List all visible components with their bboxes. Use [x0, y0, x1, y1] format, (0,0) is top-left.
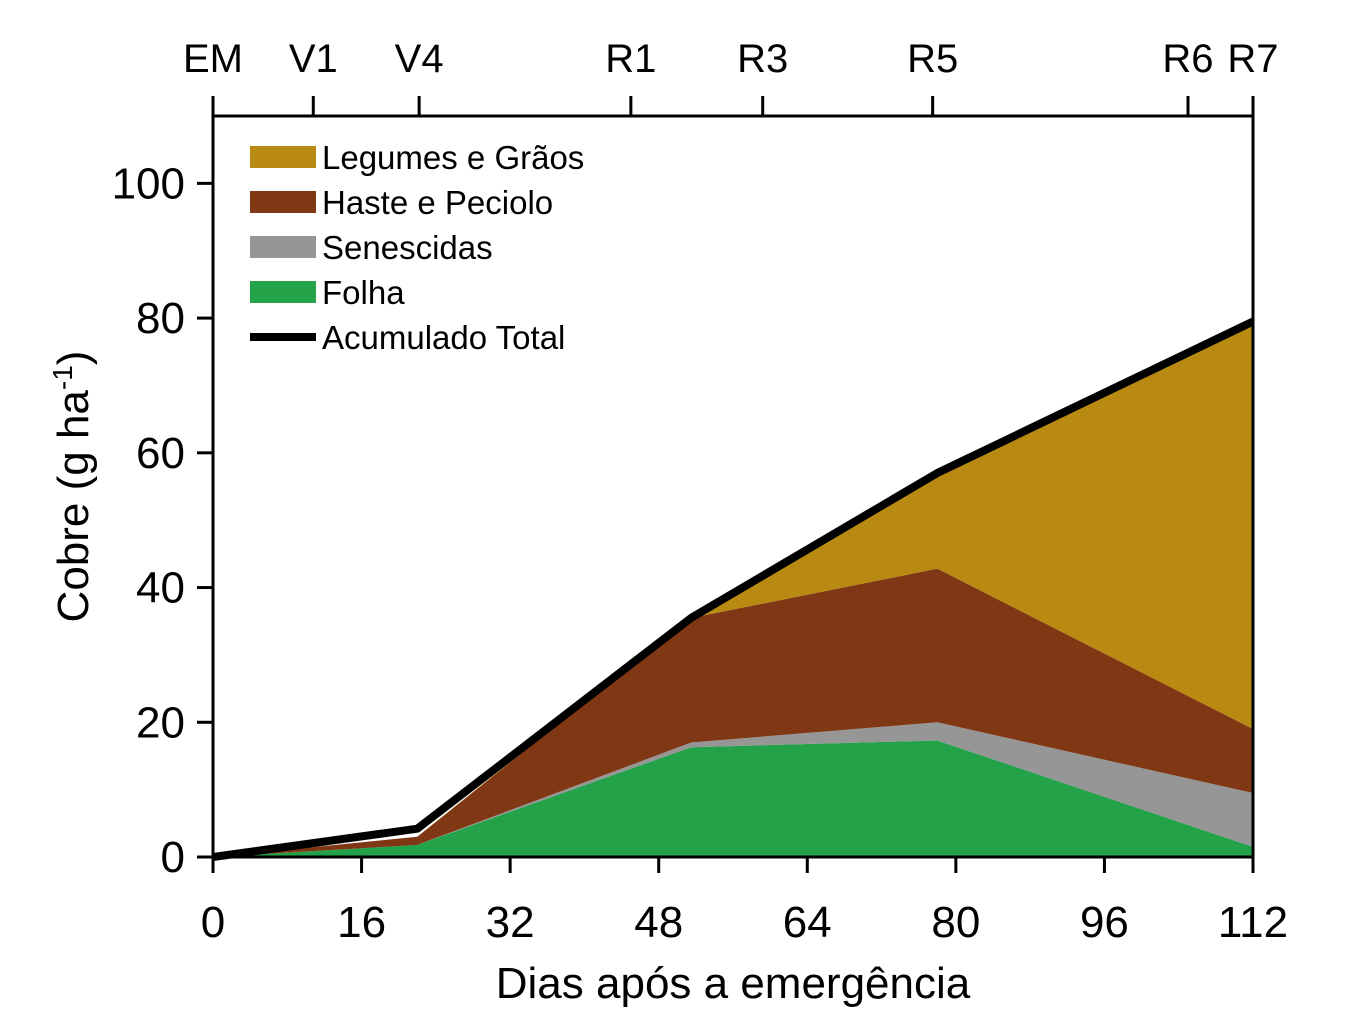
x-tick-label: 32 — [486, 898, 535, 947]
y-tick-label: 60 — [136, 429, 185, 478]
x-tick-label: 80 — [931, 898, 980, 947]
x-tick-label: 16 — [337, 898, 386, 947]
y-axis-title-exponent: -1 — [47, 365, 78, 390]
legend-item-legumes-e-graos: Legumes e Grãos — [250, 139, 584, 176]
x-tick-label: 96 — [1080, 898, 1129, 947]
y-tick-label: 40 — [136, 564, 185, 613]
x-axis-title: Dias após a emergência — [496, 959, 971, 1008]
y-tick-label: 0 — [161, 833, 185, 882]
y-axis-title-main: Cobre (g ha — [49, 390, 98, 623]
area-haste-e-peciolo — [213, 568, 1253, 857]
stage-label-r7: R7 — [1227, 37, 1278, 81]
legend-item-acumulado-total: Acumulado Total — [250, 319, 565, 356]
x-tick-label: 64 — [783, 898, 832, 947]
y-axis: 0 20 40 60 80 100 — [112, 159, 213, 882]
stage-label-em: EM — [183, 37, 243, 81]
area-legumes-e-graos — [213, 324, 1253, 857]
stage-label-r1: R1 — [605, 37, 656, 81]
x-axis: 0 16 32 48 64 80 96 112 — [201, 857, 1288, 947]
y-axis-title-close: ) — [49, 351, 98, 366]
y-tick-label: 80 — [136, 294, 185, 343]
legend-label: Acumulado Total — [322, 319, 565, 356]
legend-label: Haste e Peciolo — [322, 184, 553, 221]
stage-label-v1: V1 — [289, 37, 338, 81]
legend-item-senescidas: Senescidas — [250, 229, 493, 266]
legend-label: Senescidas — [322, 229, 493, 266]
x-tick-label: 112 — [1218, 898, 1288, 947]
area-folha — [213, 740, 1253, 857]
area-senescidas — [213, 722, 1253, 857]
stage-label-v4: V4 — [395, 37, 444, 81]
series-line-acumulado-total — [212, 317, 1255, 861]
x-tick-label: 0 — [201, 898, 225, 947]
legend-swatch — [250, 281, 316, 303]
y-axis-title: Cobre (g ha-1) — [47, 351, 98, 623]
stage-label-r5: R5 — [907, 37, 958, 81]
x-tick-label: 48 — [634, 898, 683, 947]
legend-label: Legumes e Grãos — [322, 139, 584, 176]
legend-swatch — [250, 236, 316, 258]
legend-swatch — [250, 191, 316, 213]
top-stage-axis: EM V1 V4 R1 R3 R5 R6 R7 — [183, 37, 1279, 118]
stage-label-r3: R3 — [737, 37, 788, 81]
stacked-areas — [213, 324, 1253, 857]
y-tick-label: 100 — [112, 159, 185, 208]
legend-label: Folha — [322, 274, 405, 311]
legend-swatch — [250, 146, 316, 168]
legend-item-haste-e-peciolo: Haste e Peciolo — [250, 184, 553, 221]
legend-item-folha: Folha — [250, 274, 405, 311]
y-tick-label: 20 — [136, 698, 185, 747]
legend: Legumes e Grãos Haste e Peciolo Senescidas… — [250, 139, 584, 356]
stage-label-r6: R6 — [1162, 37, 1213, 81]
